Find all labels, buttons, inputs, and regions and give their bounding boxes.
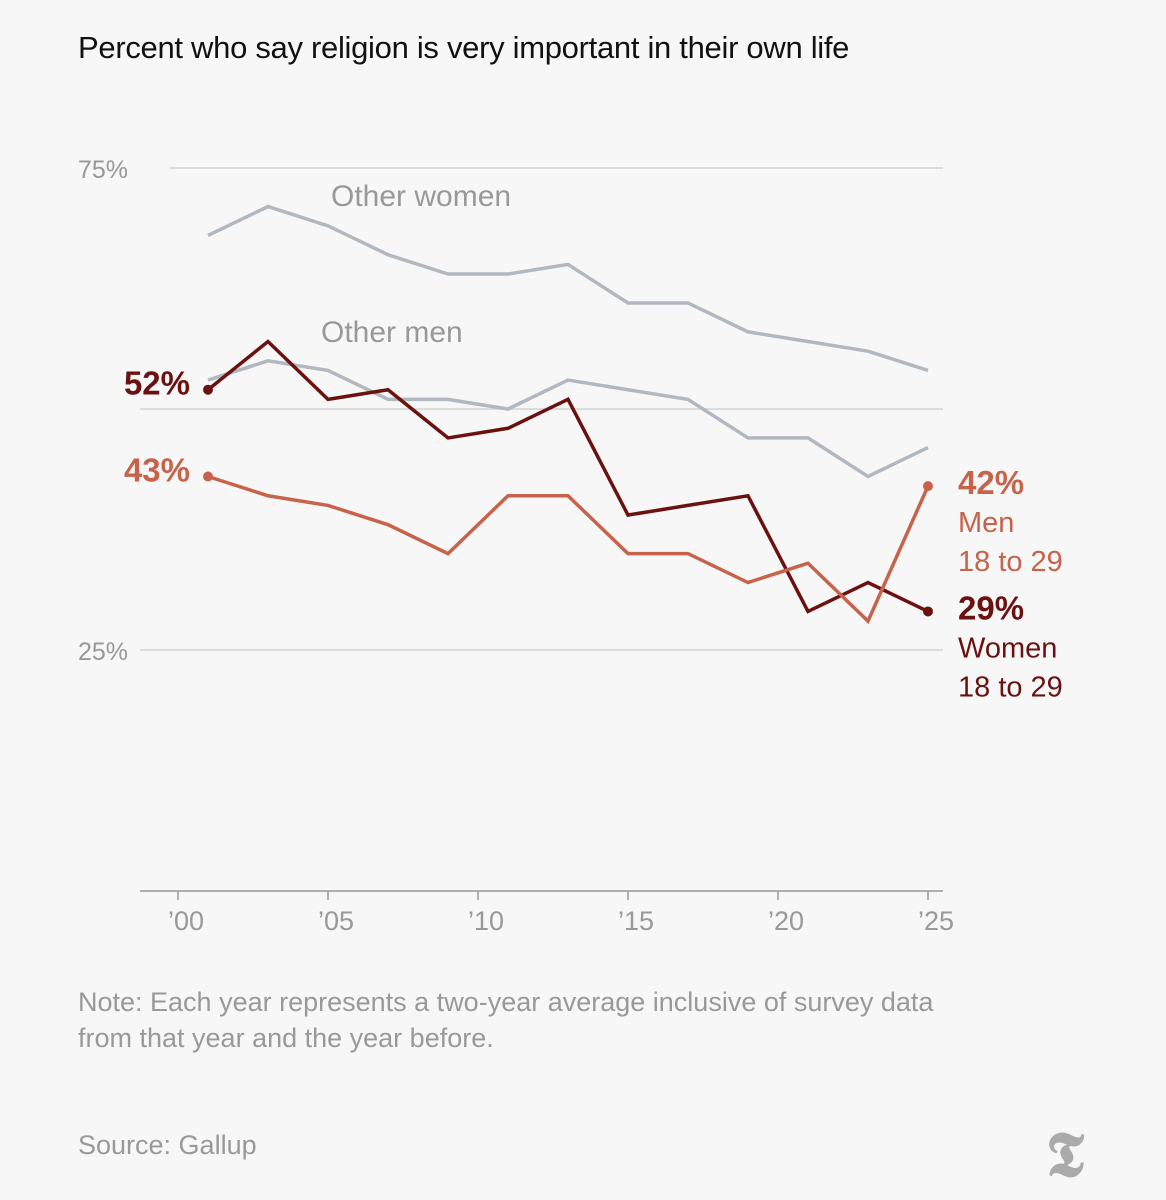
start-value-label: 43% [124, 451, 190, 488]
series-name-label: 18 to 29 [958, 671, 1063, 703]
x-tick-label: ’05 [318, 906, 354, 936]
chart-note: Note: Each year represents a two-year av… [78, 987, 934, 1053]
series-line-0 [207, 204, 929, 373]
x-tick-label: ’20 [768, 906, 804, 936]
start-point [203, 471, 213, 482]
x-tick-label: ’10 [468, 906, 504, 936]
y-tick-label: 75% [78, 156, 128, 184]
series-line-2 [206, 339, 929, 614]
series-label-other-women: Other women [331, 180, 511, 213]
series-name-label: 18 to 29 [958, 546, 1063, 578]
start-point [203, 384, 213, 395]
series-line-3 [207, 474, 930, 625]
end-point [923, 606, 933, 617]
series-line-1 [207, 359, 929, 479]
chart-title: Percent who say religion is very importa… [78, 30, 850, 65]
nyt-logo: 𝕿 [1046, 1118, 1085, 1191]
end-point [923, 481, 933, 492]
y-tick-label: 25% [78, 638, 128, 666]
x-tick-label: ’00 [168, 906, 204, 936]
start-value-label: 52% [124, 365, 190, 402]
x-tick-label: ’25 [918, 906, 954, 936]
series-label-other-men: Other men [321, 316, 463, 349]
series-name-label: Men [958, 507, 1014, 539]
x-tick-label: ’15 [618, 906, 654, 936]
end-value-label: 29% [958, 589, 1024, 626]
end-value-label: 42% [958, 464, 1024, 501]
line-chart: 25% 75% ’00 ’05 ’10 ’15 ’20 ’25 52% 29% Women 18 to… [78, 156, 1063, 936]
chart-source: Source: Gallup [78, 1130, 257, 1160]
series-name-label: Women [958, 632, 1057, 664]
